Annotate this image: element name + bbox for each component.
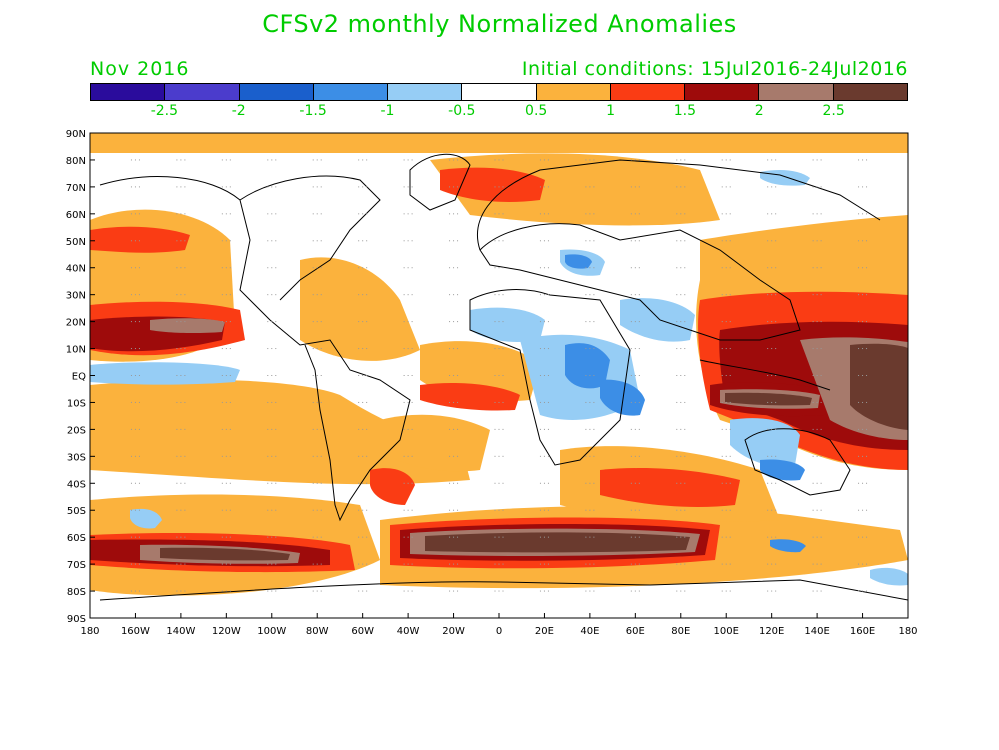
colorbar-label: 2.5 xyxy=(822,103,845,119)
colorbar-segment xyxy=(759,84,834,100)
lat-label: 90N xyxy=(66,129,86,140)
colorbar-segment xyxy=(165,84,240,100)
map-title: CFSv2 monthly Normalized Anomalies xyxy=(262,10,737,38)
colorbar xyxy=(90,83,908,101)
colorbar-label: 0.5 xyxy=(525,103,548,119)
colorbar-segment xyxy=(610,84,686,100)
colorbar-label: 1 xyxy=(606,103,615,119)
lon-label: 60E xyxy=(626,626,645,637)
lat-label: 20S xyxy=(67,425,86,436)
lon-label: 100E xyxy=(714,626,739,637)
colorbar-segment xyxy=(536,84,611,100)
lon-label: 160E xyxy=(850,626,875,637)
lon-label: 40E xyxy=(580,626,599,637)
lat-label: 50S xyxy=(67,506,86,517)
lon-label: 80W xyxy=(306,626,329,637)
lon-label: 180 xyxy=(898,626,917,637)
colorbar-segment xyxy=(685,84,760,100)
lon-label: 140W xyxy=(166,626,195,637)
lon-label: 160W xyxy=(121,626,150,637)
colorbar-label: 1.5 xyxy=(673,103,697,119)
grid-dots xyxy=(130,159,868,592)
colorbar-label: -0.5 xyxy=(448,103,476,119)
lon-label: 180 xyxy=(80,626,99,637)
longitude-axis: 180 160W 140W 120W 100W 80W 60W 40W 20W 0 20E 40E 60… xyxy=(80,613,918,637)
colorbar-segment xyxy=(91,84,166,100)
colorbar-label: 2 xyxy=(754,103,764,119)
colorbar-segment xyxy=(239,84,314,100)
lat-label: 80N xyxy=(66,156,86,167)
colorbar-label: -2.5 xyxy=(150,103,179,119)
lat-label: 40N xyxy=(66,264,86,275)
lat-label: 80S xyxy=(67,587,86,598)
lon-label: 100W xyxy=(257,626,286,637)
lat-label: 60S xyxy=(67,533,86,544)
colorbar-label: -1 xyxy=(380,103,395,119)
colorbar-segment xyxy=(388,84,463,100)
lon-label: 120W xyxy=(212,626,241,637)
colorbar-segment xyxy=(833,84,907,100)
colorbar-label: -2 xyxy=(231,103,246,119)
lon-label: 140E xyxy=(804,626,829,637)
lon-label: 40W xyxy=(397,626,420,637)
coastlines xyxy=(99,153,908,601)
initial-conditions-label: Initial conditions: 15Jul2016-24Jul2016 xyxy=(521,58,908,80)
lat-label: 70N xyxy=(66,183,86,194)
lat-label: 20N xyxy=(66,318,86,329)
lat-label: 40S xyxy=(67,479,86,490)
colorbar-segment xyxy=(462,84,537,100)
colorbar-labels: -2.5 -2 -1.5 -1 -0.5 0.5 1 1.5 2 2.5 xyxy=(90,103,908,121)
lat-label: 50N xyxy=(66,237,86,248)
valid-month-label: Nov 2016 xyxy=(90,58,190,80)
lon-label: 0 xyxy=(496,626,502,637)
lat-label: 70S xyxy=(67,560,86,571)
lat-label: 10S xyxy=(67,398,86,409)
lat-label: EQ xyxy=(72,372,86,383)
colorbar-label: -1.5 xyxy=(299,103,327,119)
lat-label: 60N xyxy=(66,210,86,221)
lon-label: 80E xyxy=(671,626,690,637)
lon-label: 120E xyxy=(759,626,784,637)
colorbar-segment xyxy=(313,84,389,100)
lon-label: 60W xyxy=(351,626,374,637)
lat-label: 30N xyxy=(66,291,86,302)
lat-label: 90S xyxy=(67,614,86,625)
lon-label: 20E xyxy=(535,626,554,637)
latitude-axis: 90N 80N 70N 60N 50N 40N 30N 20N 10N EQ 10S 20S 30S 40… xyxy=(66,129,95,625)
lat-label: 30S xyxy=(67,452,86,463)
lon-label: 20W xyxy=(442,626,465,637)
lat-label: 10N xyxy=(66,345,86,356)
